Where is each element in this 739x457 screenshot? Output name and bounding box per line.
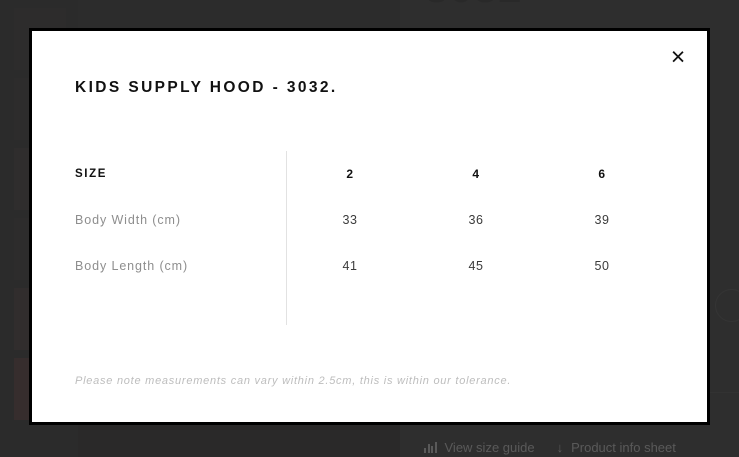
measurement-value: 36 <box>468 213 484 227</box>
measurement-value: 39 <box>594 213 610 227</box>
measurement-label: Body Width (cm) <box>75 213 181 227</box>
measurement-label: Body Length (cm) <box>75 259 189 273</box>
close-icon[interactable]: × <box>663 42 693 72</box>
measurement-value: 45 <box>468 259 484 273</box>
tolerance-note: Please note measurements can vary within… <box>75 375 512 387</box>
size-column-header: 2 <box>346 167 354 181</box>
table-header-row: SIZE 2 4 6 <box>75 151 665 197</box>
measurement-value: 50 <box>594 259 610 273</box>
measurement-value: 41 <box>342 259 358 273</box>
table-vertical-divider <box>286 151 287 325</box>
table-row: Body Width (cm) 33 36 39 <box>75 197 665 243</box>
size-header-label: SIZE <box>75 168 107 180</box>
size-column-header: 4 <box>472 167 480 181</box>
size-chart-table: SIZE 2 4 6 Body Width (cm) 33 36 39 Body… <box>75 151 665 325</box>
modal-title: KIDS SUPPLY HOOD - 3032. <box>75 79 338 96</box>
size-guide-modal: × KIDS SUPPLY HOOD - 3032. SIZE 2 4 6 Bo… <box>29 28 710 425</box>
size-column-header: 6 <box>598 167 606 181</box>
measurement-value: 33 <box>342 213 358 227</box>
table-row: Body Length (cm) 41 45 50 <box>75 243 665 289</box>
